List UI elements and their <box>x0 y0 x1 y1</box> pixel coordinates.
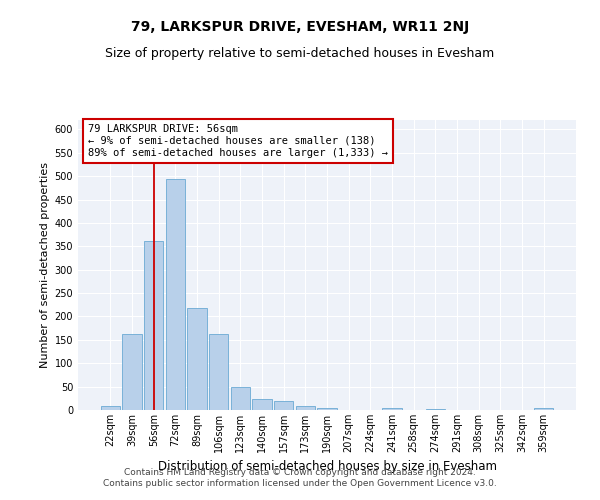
Bar <box>166 180 185 410</box>
Bar <box>317 408 337 410</box>
Bar <box>425 408 445 410</box>
Bar <box>122 334 142 410</box>
Bar <box>209 334 229 410</box>
Bar <box>534 408 553 410</box>
Bar <box>187 308 207 410</box>
Bar <box>144 240 163 410</box>
Y-axis label: Number of semi-detached properties: Number of semi-detached properties <box>40 162 50 368</box>
Bar <box>252 399 272 410</box>
Bar <box>101 406 120 410</box>
Bar <box>382 408 402 410</box>
Text: 79 LARKSPUR DRIVE: 56sqm
← 9% of semi-detached houses are smaller (138)
89% of s: 79 LARKSPUR DRIVE: 56sqm ← 9% of semi-de… <box>88 124 388 158</box>
Bar <box>296 406 315 410</box>
X-axis label: Distribution of semi-detached houses by size in Evesham: Distribution of semi-detached houses by … <box>157 460 497 473</box>
Bar <box>230 387 250 410</box>
Text: 79, LARKSPUR DRIVE, EVESHAM, WR11 2NJ: 79, LARKSPUR DRIVE, EVESHAM, WR11 2NJ <box>131 20 469 34</box>
Bar <box>274 401 293 410</box>
Text: Contains HM Land Registry data © Crown copyright and database right 2024.
Contai: Contains HM Land Registry data © Crown c… <box>103 468 497 487</box>
Text: Size of property relative to semi-detached houses in Evesham: Size of property relative to semi-detach… <box>106 48 494 60</box>
